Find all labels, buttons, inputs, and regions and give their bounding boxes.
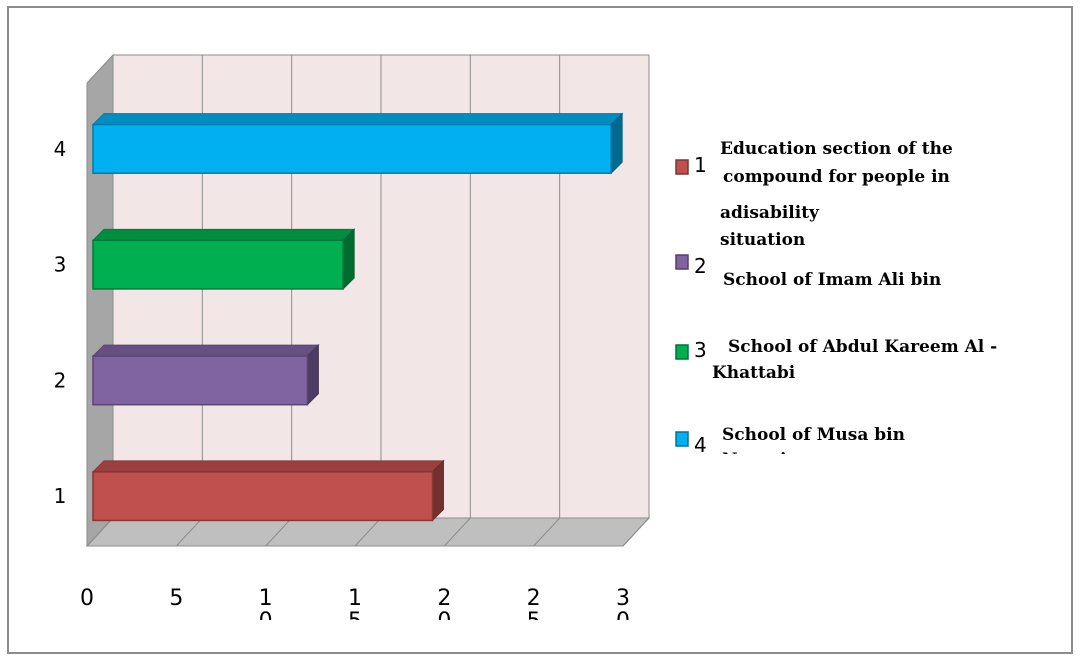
gridline-floor — [533, 517, 561, 547]
legend-label: Education section of the — [720, 139, 953, 159]
legend-swatch — [675, 159, 689, 175]
legend-label: School of Imam Ali bin — [723, 270, 941, 290]
legend-number: 4 — [694, 433, 707, 457]
bars — [91, 112, 624, 522]
legend-number: 1 — [694, 153, 707, 177]
x-tick-labels: 0 5 1 0 1 5 2 0 2 5 3 0 — [80, 586, 630, 634]
bar-side — [342, 228, 355, 291]
bar-2 — [91, 343, 320, 406]
legend-label: School of Abdul Kareem Al - — [728, 337, 997, 357]
bar-side — [610, 112, 623, 175]
legend-label: Nussair — [722, 450, 797, 470]
bar-top — [91, 113, 624, 126]
legend-number: 2 — [694, 254, 707, 278]
legend-label: School of Musa bin — [722, 425, 905, 445]
bar-front — [92, 239, 344, 290]
legend-label: Khattabi — [712, 363, 796, 383]
bar-side — [306, 343, 319, 406]
gridline-floor — [622, 517, 650, 547]
legend-swatch — [675, 344, 689, 360]
legend-label: situation — [720, 230, 805, 250]
x-axis-ticks: 0 5 1 0 1 5 2 0 2 5 3 0 — [80, 586, 630, 634]
y-axis-ticks: 1 2 3 4 — [54, 137, 67, 508]
bar-4 — [91, 112, 624, 175]
bar-top — [91, 344, 320, 357]
legend-label: compound for people in — [723, 167, 950, 187]
legend-item-4: 4 School of Musa bin Nussair — [675, 425, 905, 470]
y-tick-label: 4 — [54, 137, 67, 161]
legend-item-1: 1 Education section of the compound for pe… — [675, 139, 953, 250]
bar-1 — [91, 459, 445, 522]
bar-front — [92, 471, 434, 522]
legend-number: 3 — [694, 338, 707, 362]
bar-3 — [91, 228, 356, 291]
y-tick-label: 2 — [54, 368, 67, 392]
x-tick-label: 5 — [169, 586, 183, 611]
bar-side — [431, 459, 444, 522]
y-tick-label: 1 — [54, 484, 67, 508]
gridline-floor — [354, 517, 382, 547]
legend-item-2: 2 School of Imam Ali bin — [675, 254, 941, 290]
bar-top — [91, 228, 356, 241]
legend-swatch — [675, 431, 689, 447]
bar-front — [92, 355, 309, 406]
gridline-floor — [443, 517, 471, 547]
legend-swatch — [675, 254, 689, 270]
legend: 1 Education section of the compound for pe… — [675, 139, 997, 470]
gridline-floor — [265, 517, 293, 547]
legend-label: adisability — [720, 203, 820, 223]
gridline-floor — [86, 517, 114, 547]
gridline-floor — [175, 517, 203, 547]
bar-front — [92, 123, 612, 174]
legend-item-3: 3 School of Abdul Kareem Al - Khattabi — [675, 337, 997, 383]
bar-top — [91, 460, 445, 473]
x-tick-label: 0 — [80, 586, 94, 611]
y-tick-label: 3 — [54, 253, 67, 277]
